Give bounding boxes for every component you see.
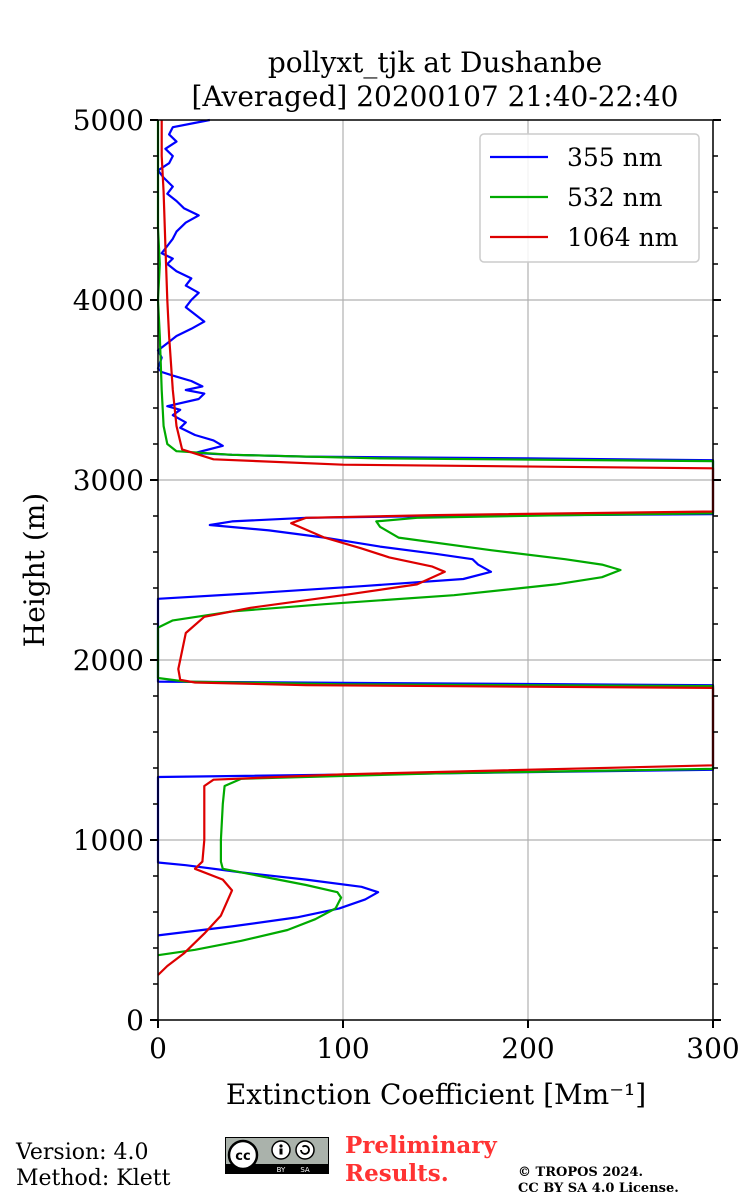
x-tick-label: 100 xyxy=(316,1032,369,1065)
legend-box xyxy=(479,133,700,263)
series-line-532-nm xyxy=(156,120,715,957)
y-tick-label: 4000 xyxy=(73,284,144,317)
x-tick-label: 0 xyxy=(149,1032,167,1065)
chart-title-line1: pollyxt_tjk at Dushanbe xyxy=(268,46,602,79)
series-line-1064-nm xyxy=(157,120,715,976)
svg-text:cc: cc xyxy=(235,1149,250,1164)
y-tick-label: 5000 xyxy=(73,104,144,137)
copyright-line1: © TROPOS 2024. xyxy=(518,1165,644,1180)
copyright-line2: CC BY SA 4.0 License. xyxy=(518,1181,679,1196)
method-label: Method: Klett xyxy=(16,1166,171,1191)
y-axis-label: Height (m) xyxy=(18,493,51,647)
x-tick-label: 200 xyxy=(501,1032,554,1065)
y-tick-label: 0 xyxy=(126,1004,144,1037)
preliminary-line1: Preliminary xyxy=(345,1132,497,1159)
axis-ticks xyxy=(150,119,721,1028)
preliminary-results-note: Preliminary Results. xyxy=(345,1132,497,1188)
version-label: Version: 4.0 xyxy=(16,1140,149,1165)
legend: 355 nm 532 nm 1064 nm xyxy=(479,133,700,263)
y-tick-labels: 0 1000 2000 3000 4000 5000 xyxy=(73,104,144,1037)
svg-text:SA: SA xyxy=(300,1166,310,1174)
copyright-note: © TROPOS 2024. CC BY SA 4.0 License. xyxy=(518,1165,679,1197)
y-tick-label: 3000 xyxy=(73,464,144,497)
cc-icon xyxy=(227,1139,259,1171)
sa-icon xyxy=(295,1140,315,1160)
plot-frame xyxy=(157,119,714,1021)
y-tick-label: 1000 xyxy=(73,824,144,857)
chart-title-line2: [Averaged] 20200107 21:40-22:40 xyxy=(192,80,679,113)
y-tick-label: 2000 xyxy=(73,644,144,677)
svg-text:BY: BY xyxy=(277,1166,286,1174)
preliminary-line2: Results. xyxy=(345,1160,449,1187)
extinction-chart: pollyxt_tjk at Dushanbe [Averaged] 20200… xyxy=(18,46,740,1111)
legend-label: 355 nm xyxy=(567,143,663,172)
legend-label: 1064 nm xyxy=(567,223,679,252)
legend-label: 532 nm xyxy=(567,183,663,212)
x-axis-label: Extinction Coefficient [Mm⁻¹] xyxy=(226,1078,646,1111)
x-tick-label: 300 xyxy=(686,1032,739,1065)
x-tick-labels: 0 100 200 300 xyxy=(149,1032,740,1065)
cc-by-sa-badge: cc BY SA xyxy=(225,1137,329,1174)
